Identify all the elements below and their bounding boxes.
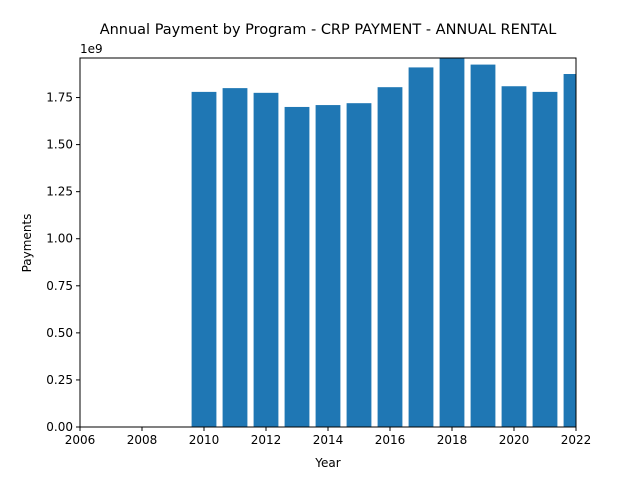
- x-tick-label: 2010: [189, 433, 220, 447]
- x-tick-label: 2018: [437, 433, 468, 447]
- x-tick-label: 2022: [561, 433, 592, 447]
- bar-2014: [315, 105, 341, 427]
- x-tick-label: 2008: [127, 433, 158, 447]
- y-tick-label: 1.25: [46, 185, 73, 199]
- bar-2018: [439, 58, 465, 427]
- bar-2022: [563, 74, 576, 427]
- y-tick-label: 0.25: [46, 373, 73, 387]
- y-tick-label: 1.75: [46, 91, 73, 105]
- y-axis-label: Payments: [20, 214, 34, 273]
- y-ticks-group: 0.00 0.25 0.50 0.75 1.00 1.25 1.50 1.75: [46, 91, 80, 434]
- bar-2011: [222, 88, 248, 428]
- x-tick-label: 2012: [251, 433, 282, 447]
- y-tick-label: 0.00: [46, 420, 73, 434]
- bars-group: [191, 58, 576, 428]
- y-tick-label: 1.50: [46, 138, 73, 152]
- y-tick-label: 0.75: [46, 279, 73, 293]
- x-axis-label: Year: [314, 456, 340, 470]
- bar-2017: [408, 67, 434, 427]
- y-tick-label: 1.00: [46, 232, 73, 246]
- bar-2012: [253, 92, 279, 428]
- y-offset-label: 1e9: [80, 42, 103, 56]
- bar-2021: [532, 91, 558, 427]
- x-tick-label: 2020: [499, 433, 530, 447]
- x-tick-label: 2016: [375, 433, 406, 447]
- bar-2010: [191, 91, 217, 427]
- x-tick-label: 2006: [65, 433, 96, 447]
- plot-frame: [79, 57, 577, 428]
- x-tick-label: 2014: [313, 433, 344, 447]
- bar-2020: [501, 86, 527, 427]
- y-tick-label: 0.50: [46, 326, 73, 340]
- x-ticks-group: 2006 2008 2010 2012 2014 2016 2018 2020 2022: [65, 427, 592, 447]
- bar-2013: [284, 106, 310, 428]
- bar-2015: [346, 103, 372, 428]
- bar-2019: [470, 64, 496, 427]
- chart-title: Annual Payment by Program - CRP PAYMENT …: [100, 22, 557, 38]
- bar-2016: [377, 87, 403, 427]
